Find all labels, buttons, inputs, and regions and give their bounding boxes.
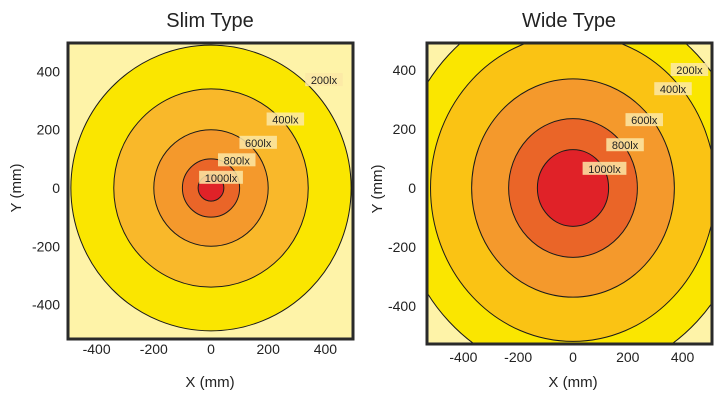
y-axis-ticks: 400 200 0 -200 -400 (388, 62, 416, 314)
x-tick-label: 400 (314, 341, 338, 357)
contour-label: 800lx (612, 140, 639, 152)
x-axis-ticks: -400 -200 0 200 400 (83, 341, 338, 357)
y-tick-label: 400 (393, 62, 417, 78)
contour-layer (70, 44, 352, 332)
contour-label-box (654, 82, 692, 96)
x-axis-ticks: -400 -200 0 200 400 (449, 349, 694, 365)
x-tick-label: -200 (140, 341, 168, 357)
x-tick-label: -400 (83, 341, 111, 357)
y-tick-label: -400 (32, 297, 60, 313)
x-tick-label: 400 (671, 349, 695, 365)
plot-frame (425, 41, 714, 346)
x-tick-label: 200 (616, 349, 640, 365)
contour-label-box (606, 138, 644, 152)
contour-label: 600lx (631, 115, 658, 127)
contour-label-box (217, 153, 256, 167)
contour-label-box (199, 170, 243, 184)
contour-label-box (305, 73, 343, 87)
contour-label-box (670, 63, 709, 76)
contour-label-box (625, 113, 663, 127)
y-tick-label: 0 (52, 180, 60, 196)
y-axis-label: Y (mm) (8, 164, 25, 213)
x-tick-label: 0 (207, 341, 215, 357)
x-tick-label: 200 (257, 341, 281, 357)
y-axis-ticks: 400 200 0 -200 -400 (32, 63, 60, 312)
x-tick-label: 0 (569, 349, 577, 365)
contour-label: 400lx (272, 114, 299, 126)
chart-title: Wide Type (522, 10, 616, 32)
y-tick-label: 0 (408, 180, 416, 196)
x-axis-label: X (mm) (185, 374, 234, 391)
contour-label: 400lx (660, 84, 687, 96)
y-tick-label: -200 (32, 238, 60, 254)
contour-label: 800lx (224, 155, 251, 167)
y-tick-label: 400 (37, 63, 61, 79)
y-tick-label: -200 (388, 239, 416, 255)
contour-layer (427, 43, 712, 344)
contour-label-box (239, 135, 277, 149)
x-tick-label: -400 (449, 349, 477, 365)
contour-label: 1000lx (205, 173, 238, 185)
contour-label-box (266, 112, 305, 126)
contour-label: 600lx (245, 138, 272, 150)
y-axis-label: Y (mm) (369, 165, 386, 214)
chart-title: Slim Type (166, 10, 253, 32)
contour-label-box (582, 161, 627, 175)
contour-labels: 200lx 400lx 600lx 800lx 1000lx (582, 63, 709, 176)
contour-label: 200lx (311, 75, 338, 87)
contour-label: 1000lx (588, 164, 621, 176)
y-tick-label: 200 (37, 122, 61, 138)
chart-wide-type: Wide Type 200lx 400lx 600lx 800lx 1000lx 400… (369, 10, 714, 391)
x-tick-label: -200 (504, 349, 532, 365)
contour-1000lx (536, 149, 610, 227)
x-axis-label: X (mm) (548, 374, 597, 391)
plot-frame (66, 41, 355, 341)
contour-label: 200lx (676, 65, 703, 77)
y-tick-label: 200 (393, 121, 417, 137)
y-tick-label: -400 (388, 298, 416, 314)
